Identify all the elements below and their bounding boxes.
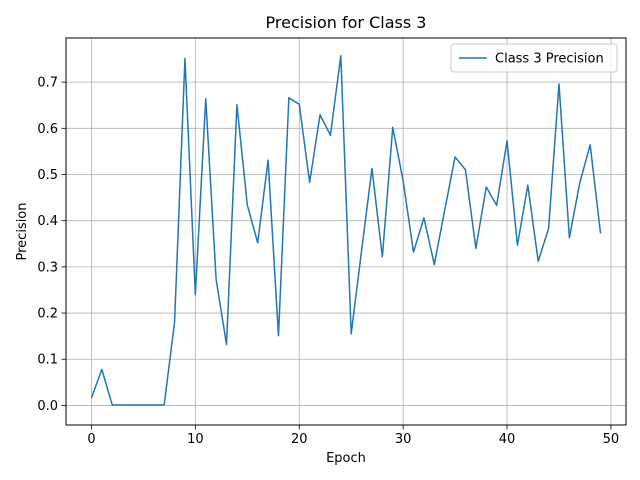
x-tick-label: 20	[291, 432, 308, 447]
chart-title: Precision for Class 3	[266, 13, 427, 32]
x-axis-label: Epoch	[326, 451, 366, 466]
legend-entry-class-3-precision: Class 3 Precision	[495, 52, 604, 67]
y-tick-label: 0.5	[37, 168, 58, 183]
legend-box	[450, 43, 618, 73]
x-tick-label: 30	[395, 432, 412, 447]
y-tick-label: 0.1	[37, 353, 58, 368]
x-tick-label: 40	[499, 432, 516, 447]
y-tick-label: 0.0	[37, 399, 58, 414]
y-tick-label: 0.7	[37, 76, 58, 91]
x-tick-label: 50	[603, 432, 620, 447]
y-axis-ticks: 0.0 0.1 0.2 0.3 0.4 0.5 0.6 0.7	[37, 76, 66, 414]
y-tick-label: 0.4	[37, 214, 58, 229]
x-axis-ticks: 0 10 20 30 40 50	[87, 425, 619, 447]
x-tick-label: 10	[187, 432, 204, 447]
y-tick-label: 0.3	[37, 260, 58, 275]
y-tick-label: 0.6	[37, 122, 58, 137]
plot-area-frame	[65, 37, 627, 426]
legend: Class 3 Precision	[450, 43, 618, 73]
y-tick-label: 0.2	[37, 307, 58, 322]
x-tick-label: 0	[87, 432, 95, 447]
series-line-class-3-precision	[90, 55, 602, 406]
y-axis-label: Precision	[15, 202, 30, 260]
